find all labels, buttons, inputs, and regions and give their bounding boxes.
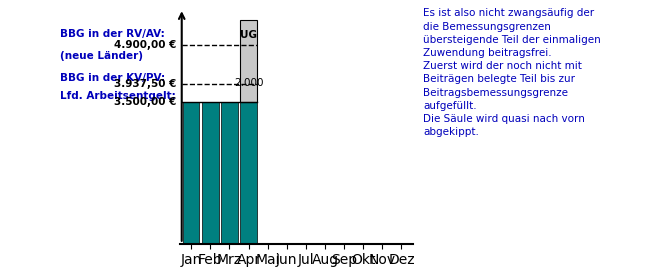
Bar bbox=[240, 20, 256, 102]
Text: BBG in der KV/PV:: BBG in der KV/PV: bbox=[60, 73, 165, 83]
Text: 3.500,00 €: 3.500,00 € bbox=[114, 97, 176, 107]
Text: (neue Länder): (neue Länder) bbox=[60, 51, 143, 61]
Bar bbox=[202, 102, 218, 244]
Text: Es ist also nicht zwangsäufig der
die Bemessungsgrenzen
übersteigende Teil der e: Es ist also nicht zwangsäufig der die Be… bbox=[423, 8, 601, 137]
Text: BBG in der RV/AV:: BBG in der RV/AV: bbox=[60, 29, 165, 39]
Text: 2.000: 2.000 bbox=[234, 78, 263, 88]
Text: 3.937,50 €: 3.937,50 € bbox=[114, 79, 176, 89]
Bar bbox=[221, 102, 238, 244]
Bar bbox=[183, 102, 199, 244]
Text: UG: UG bbox=[240, 30, 257, 40]
Bar bbox=[240, 102, 256, 244]
Text: Lfd. Arbeitsentgelt:: Lfd. Arbeitsentgelt: bbox=[60, 91, 176, 101]
Text: 4.900,00 €: 4.900,00 € bbox=[114, 40, 176, 50]
